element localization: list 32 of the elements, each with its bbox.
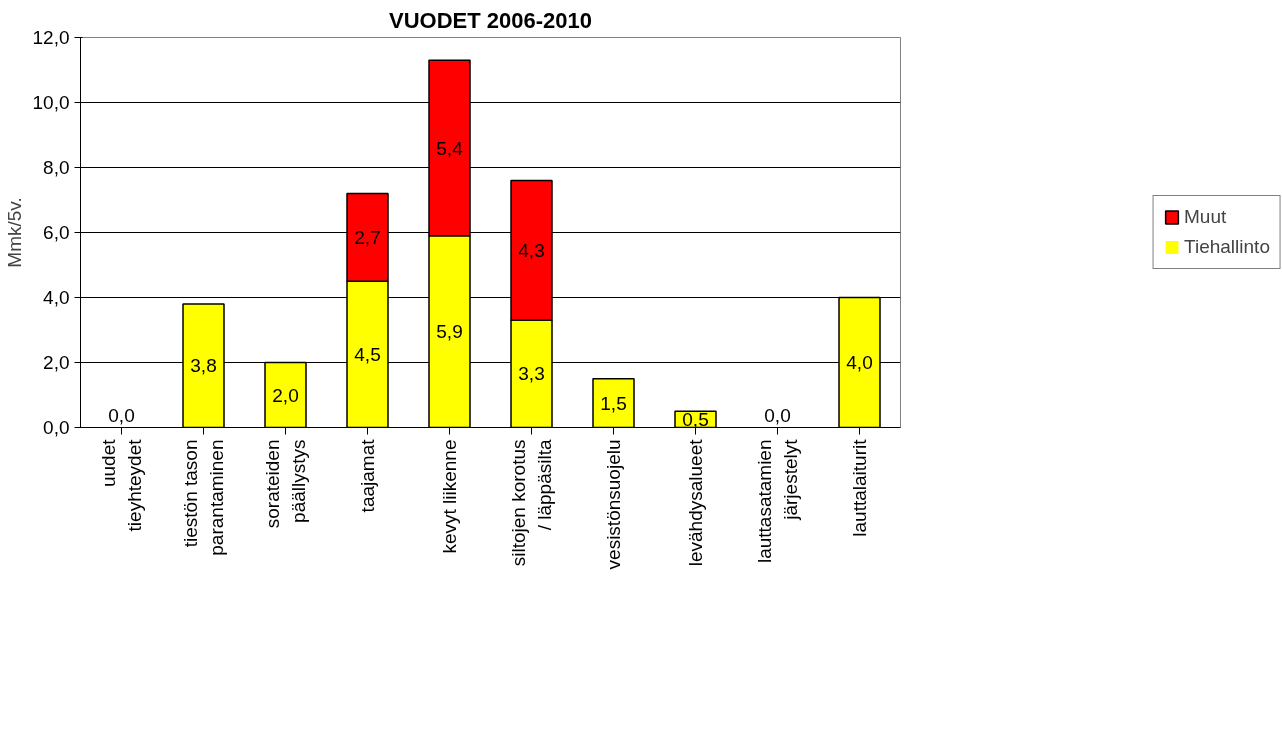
- data-label: 0,0: [108, 404, 135, 426]
- data-label: 4,0: [846, 352, 873, 373]
- x-tick-label: lauttalaiturit: [849, 438, 870, 537]
- data-label: 3,3: [518, 363, 545, 385]
- x-tick-label: vesistönsuojelu: [603, 439, 624, 570]
- x-tick-label: lauttasatamien järjestelyt: [754, 438, 801, 564]
- data-label: 2,7: [354, 226, 381, 248]
- y-tick-label: 4,0: [43, 287, 70, 308]
- data-label: 1,5: [600, 392, 627, 414]
- y-tick-label: 6,0: [43, 222, 70, 243]
- data-label: 0,0: [764, 404, 791, 426]
- y-tick-label: 8,0: [43, 157, 70, 178]
- legend-label: Tiehallinto: [1184, 236, 1270, 258]
- y-axis-title: Mmk/5v.: [3, 197, 25, 268]
- y-tick-label: 0,0: [43, 417, 70, 438]
- data-label: 4,3: [518, 239, 545, 261]
- y-tick-label: 10,0: [32, 92, 70, 113]
- x-tick-label: levähdysalueet: [685, 438, 706, 567]
- y-tick-label: 2,0: [43, 352, 70, 373]
- data-label: 3,8: [190, 355, 217, 377]
- x-tick-label: sorateiden päällystys: [262, 439, 309, 529]
- legend-label: Muut: [1184, 206, 1227, 228]
- x-tick-label: kevyt liikenne: [439, 439, 460, 554]
- data-label: 4,5: [354, 343, 381, 365]
- x-tick-label: uudet tieyhteydet: [98, 438, 145, 532]
- data-label: 5,9: [436, 321, 463, 343]
- data-label: 5,4: [436, 137, 464, 159]
- y-tick-label: 12,0: [32, 27, 70, 48]
- data-label: 2,0: [272, 384, 299, 406]
- x-tick-label: taajamat: [357, 438, 378, 513]
- data-label: 0,5: [682, 408, 709, 430]
- chart-title: VUODET 2006-2010: [389, 7, 592, 33]
